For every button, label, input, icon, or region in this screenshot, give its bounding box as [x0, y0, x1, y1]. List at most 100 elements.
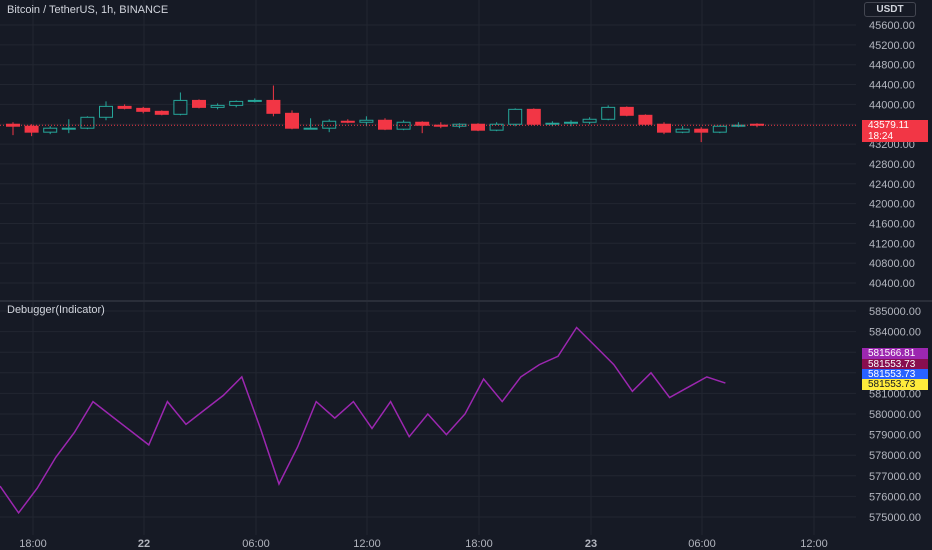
y-tick-label: 578000.00 — [869, 450, 921, 462]
y-tick-label: 40400.00 — [869, 278, 915, 290]
candle — [396, 120, 411, 131]
pane-separator — [0, 300, 932, 302]
candle-body — [359, 119, 374, 123]
candle-body — [99, 105, 113, 118]
candle — [675, 126, 690, 134]
candle-body — [210, 104, 225, 108]
candle-body — [117, 105, 132, 109]
candle-body — [24, 125, 39, 133]
candle — [6, 122, 20, 136]
candle-body — [582, 118, 597, 123]
y-tick-label: 45600.00 — [869, 20, 915, 32]
candle — [303, 118, 318, 130]
candle-body — [601, 106, 616, 120]
candle — [173, 92, 188, 116]
candle-body — [415, 121, 430, 126]
candle — [192, 99, 206, 109]
y-tick-label: 581000.00 — [869, 388, 921, 400]
candle — [731, 122, 746, 128]
candle-body — [61, 127, 76, 130]
y-tick-label: 580000.00 — [869, 409, 921, 421]
x-tick-label: 12:00 — [800, 538, 828, 550]
candle — [471, 123, 485, 132]
candle — [712, 125, 727, 134]
candle-body — [43, 127, 58, 133]
indicator-value-tag: 581566.81 — [862, 348, 928, 359]
candle-body — [229, 100, 244, 106]
candle — [359, 116, 374, 127]
candle-body — [508, 108, 523, 125]
candle-body — [247, 99, 262, 102]
candle-body — [378, 119, 392, 130]
candle — [340, 119, 355, 124]
candle — [564, 120, 578, 127]
currency-selector[interactable]: USDT — [864, 2, 916, 17]
candle — [24, 124, 39, 137]
candle-body — [154, 110, 169, 115]
candle — [657, 122, 671, 135]
candle — [229, 100, 244, 108]
candle-body — [489, 123, 504, 131]
indicator-title[interactable]: Debugger(Indicator) — [7, 304, 105, 316]
candle-body — [173, 99, 188, 115]
candle — [117, 104, 132, 110]
candle — [210, 103, 225, 110]
candle-body — [526, 108, 541, 125]
candle-body — [6, 123, 20, 127]
candle — [694, 127, 709, 143]
candle-body — [433, 124, 448, 127]
candle-body — [619, 106, 634, 116]
candle-body — [750, 123, 764, 126]
indicator-value-tag: 581553.73 — [862, 359, 928, 370]
candle — [415, 121, 430, 134]
candle — [247, 98, 262, 103]
y-tick-label: 577000.00 — [869, 471, 921, 483]
last-price-value: 43579.11 — [868, 120, 909, 131]
candle — [750, 123, 764, 128]
candle-body — [136, 107, 151, 112]
y-tick-label: 585000.00 — [869, 306, 921, 318]
candle — [322, 119, 337, 133]
candle-body — [694, 128, 709, 133]
indicator-line — [0, 326, 726, 515]
y-tick-label: 43200.00 — [869, 139, 915, 151]
candle — [43, 126, 58, 135]
x-tick-label: 06:00 — [688, 538, 716, 550]
x-tick-label: 12:00 — [353, 538, 381, 550]
candle-body — [545, 122, 560, 125]
candle — [433, 122, 448, 129]
candle-body — [303, 127, 318, 130]
y-tick-label: 40800.00 — [869, 258, 915, 270]
candle-body — [192, 99, 206, 108]
candle — [80, 116, 95, 130]
y-tick-label: 42400.00 — [869, 179, 915, 191]
candle-body — [285, 112, 299, 129]
y-tick-label: 44000.00 — [869, 99, 915, 111]
candle — [266, 85, 281, 117]
candle — [582, 117, 597, 125]
candle — [285, 110, 299, 130]
y-tick-label: 42800.00 — [869, 159, 915, 171]
candle — [601, 105, 616, 121]
candle-body — [322, 120, 337, 129]
candle-body — [340, 120, 355, 123]
candle-body — [80, 116, 95, 129]
candle — [619, 106, 634, 117]
y-tick-label: 44800.00 — [869, 60, 915, 72]
symbol-title[interactable]: Bitcoin / TetherUS, 1h, BINANCE — [7, 4, 169, 16]
y-tick-label: 584000.00 — [869, 327, 921, 339]
candle-body — [712, 125, 727, 133]
candle — [508, 108, 523, 127]
candle — [61, 119, 76, 134]
indicator-value-tag: 581553.73 — [862, 369, 928, 380]
last-price-tag: 43579.11 18:24 — [862, 120, 928, 142]
candle — [378, 118, 392, 131]
y-tick-label: 579000.00 — [869, 430, 921, 442]
x-tick-label: 23 — [585, 538, 597, 550]
candle — [526, 108, 541, 126]
candle-body — [675, 128, 690, 133]
y-tick-label: 45200.00 — [869, 40, 915, 52]
y-tick-label: 41200.00 — [869, 238, 915, 250]
candle — [154, 110, 169, 116]
